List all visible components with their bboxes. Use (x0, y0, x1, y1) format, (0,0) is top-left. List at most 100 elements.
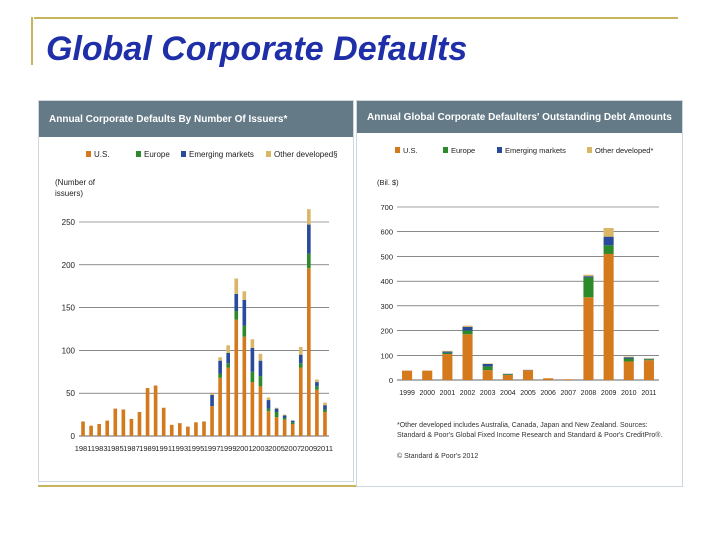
legend-swatch-europe (136, 151, 141, 157)
bar-u-s-1984 (105, 420, 110, 436)
bar-u-s-2005 (522, 370, 534, 380)
bar-emerging-markets-2003 (258, 360, 263, 377)
bar-u-s-2002 (250, 382, 255, 436)
x-tick-label: 1981 (75, 444, 92, 453)
bar-u-s-1992 (169, 424, 174, 436)
bar-u-s-1996 (202, 421, 206, 436)
bar-u-s-2009 (307, 268, 311, 436)
bar-other-developed-2001 (442, 350, 453, 352)
bar-other-developed-2008 (583, 274, 594, 277)
bar-u-s-1981 (81, 421, 85, 436)
bar-u-s-2010 (315, 389, 319, 436)
legend-label-other-developed: Other developed§ (274, 150, 338, 159)
x-tick-label: 2009 (601, 390, 617, 397)
legend-swatch-u-s (395, 147, 400, 153)
x-tick-label: 2004 (500, 390, 516, 397)
bar-europe-2007 (290, 422, 295, 425)
x-tick-label: 1989 (139, 444, 156, 453)
defaults-by-issuers-chart: U.S. Europe Emerging markets Other develope… (55, 150, 338, 453)
bar-europe-2003 (258, 376, 263, 387)
x-tick-label: 2010 (621, 390, 637, 397)
bar-other-developed-2010 (315, 379, 319, 383)
bar-u-s-2004 (266, 411, 271, 436)
bar-other-developed-2002 (462, 325, 473, 327)
legend-swatch-other-developed (587, 147, 592, 153)
bar-emerging-markets-2010 (623, 357, 634, 359)
bar-other-developed-2009 (307, 209, 311, 225)
bar-u-s-2001 (442, 354, 453, 380)
legend-label-u-s: U.S. (403, 146, 418, 155)
y-axis-label-line: (Number of (55, 178, 96, 187)
y-tick-label: 250 (62, 218, 76, 227)
y-axis-label: (Bil. $) (377, 178, 399, 187)
legend-label-emerging-markets: Emerging markets (189, 150, 254, 159)
y-tick-label: 600 (380, 228, 393, 237)
defaults-by-issuers-title: Annual Corporate Defaults By Number Of I… (39, 101, 353, 137)
y-tick-label: 100 (62, 346, 76, 355)
bar-emerging-markets-2011 (323, 405, 327, 410)
bar-u-s-1986 (121, 409, 126, 436)
bar-u-s-2007 (290, 424, 295, 436)
bar-u-s-1988 (137, 412, 142, 436)
bar-europe-1999 (226, 363, 231, 368)
bar-emerging-markets-2003 (482, 363, 493, 367)
x-tick-label: 2001 (236, 444, 253, 453)
bar-europe-2000 (234, 311, 239, 320)
x-tick-label: 2002 (460, 390, 476, 397)
y-tick-label: 0 (71, 432, 76, 441)
legend-swatch-u-s (86, 151, 91, 157)
bar-u-s-2008 (583, 297, 594, 380)
x-tick-label: 2006 (540, 390, 556, 397)
x-tick-label: 2005 (520, 390, 536, 397)
y-tick-label: 200 (380, 327, 393, 336)
bar-emerging-markets-2000 (234, 293, 239, 312)
x-tick-label: 2007 (561, 390, 577, 397)
x-tick-label: 1997 (204, 444, 221, 453)
y-tick-label: 300 (380, 302, 393, 311)
bar-u-s-2004 (502, 375, 513, 380)
bar-europe-2001 (242, 325, 247, 337)
y-tick-label: 200 (62, 261, 76, 270)
bar-europe-2004 (266, 408, 271, 412)
bar-europe-2011 (643, 359, 654, 361)
x-tick-label: 1993 (171, 444, 188, 453)
legend-swatch-emerging-markets (181, 151, 186, 157)
bar-u-s-1987 (129, 418, 134, 436)
bar-other-developed-2008 (298, 346, 303, 355)
defaulters-debt-title: Annual Global Corporate Defaulters' Outs… (357, 101, 682, 133)
x-tick-label: 2011 (641, 390, 656, 397)
x-tick-label: 1987 (123, 444, 140, 453)
bar-other-developed-1997 (210, 393, 214, 395)
bar-other-developed-2002 (250, 339, 255, 348)
bar-other-developed-2011 (323, 402, 327, 406)
bar-emerging-markets-2007 (290, 420, 295, 423)
x-tick-label: 1999 (399, 390, 415, 397)
bar-emerging-markets-2002 (462, 326, 473, 331)
bar-emerging-markets-2009 (603, 236, 614, 246)
x-tick-label: 1985 (107, 444, 124, 453)
y-tick-label: 500 (380, 252, 393, 261)
legend-swatch-emerging-markets (497, 147, 502, 153)
bar-emerging-markets-2010 (315, 382, 319, 387)
bar-u-s-2009 (603, 253, 614, 380)
bar-u-s-2000 (234, 319, 239, 436)
y-tick-label: 400 (380, 277, 393, 286)
bar-europe-1998 (218, 373, 222, 378)
bar-other-developed-2005 (274, 407, 279, 409)
legend-swatch-other-developed (266, 151, 271, 157)
bar-europe-2001 (442, 352, 453, 355)
left-rule (31, 17, 33, 65)
bar-emerging-markets-2002 (250, 347, 255, 372)
bar-u-s-2002 (462, 334, 473, 380)
bar-emerging-markets-2008 (583, 276, 594, 278)
y-tick-label: 0 (389, 376, 393, 385)
x-tick-label: 2008 (581, 390, 597, 397)
bar-emerging-markets-2004 (266, 400, 271, 409)
x-tick-label: 2005 (268, 444, 285, 453)
bar-u-s-1991 (161, 407, 166, 436)
x-tick-label: 2003 (252, 444, 269, 453)
bar-emerging-markets-2009 (307, 224, 311, 254)
top-rule (34, 17, 678, 19)
bar-u-s-2003 (258, 386, 263, 436)
y-tick-label: 150 (62, 304, 76, 313)
